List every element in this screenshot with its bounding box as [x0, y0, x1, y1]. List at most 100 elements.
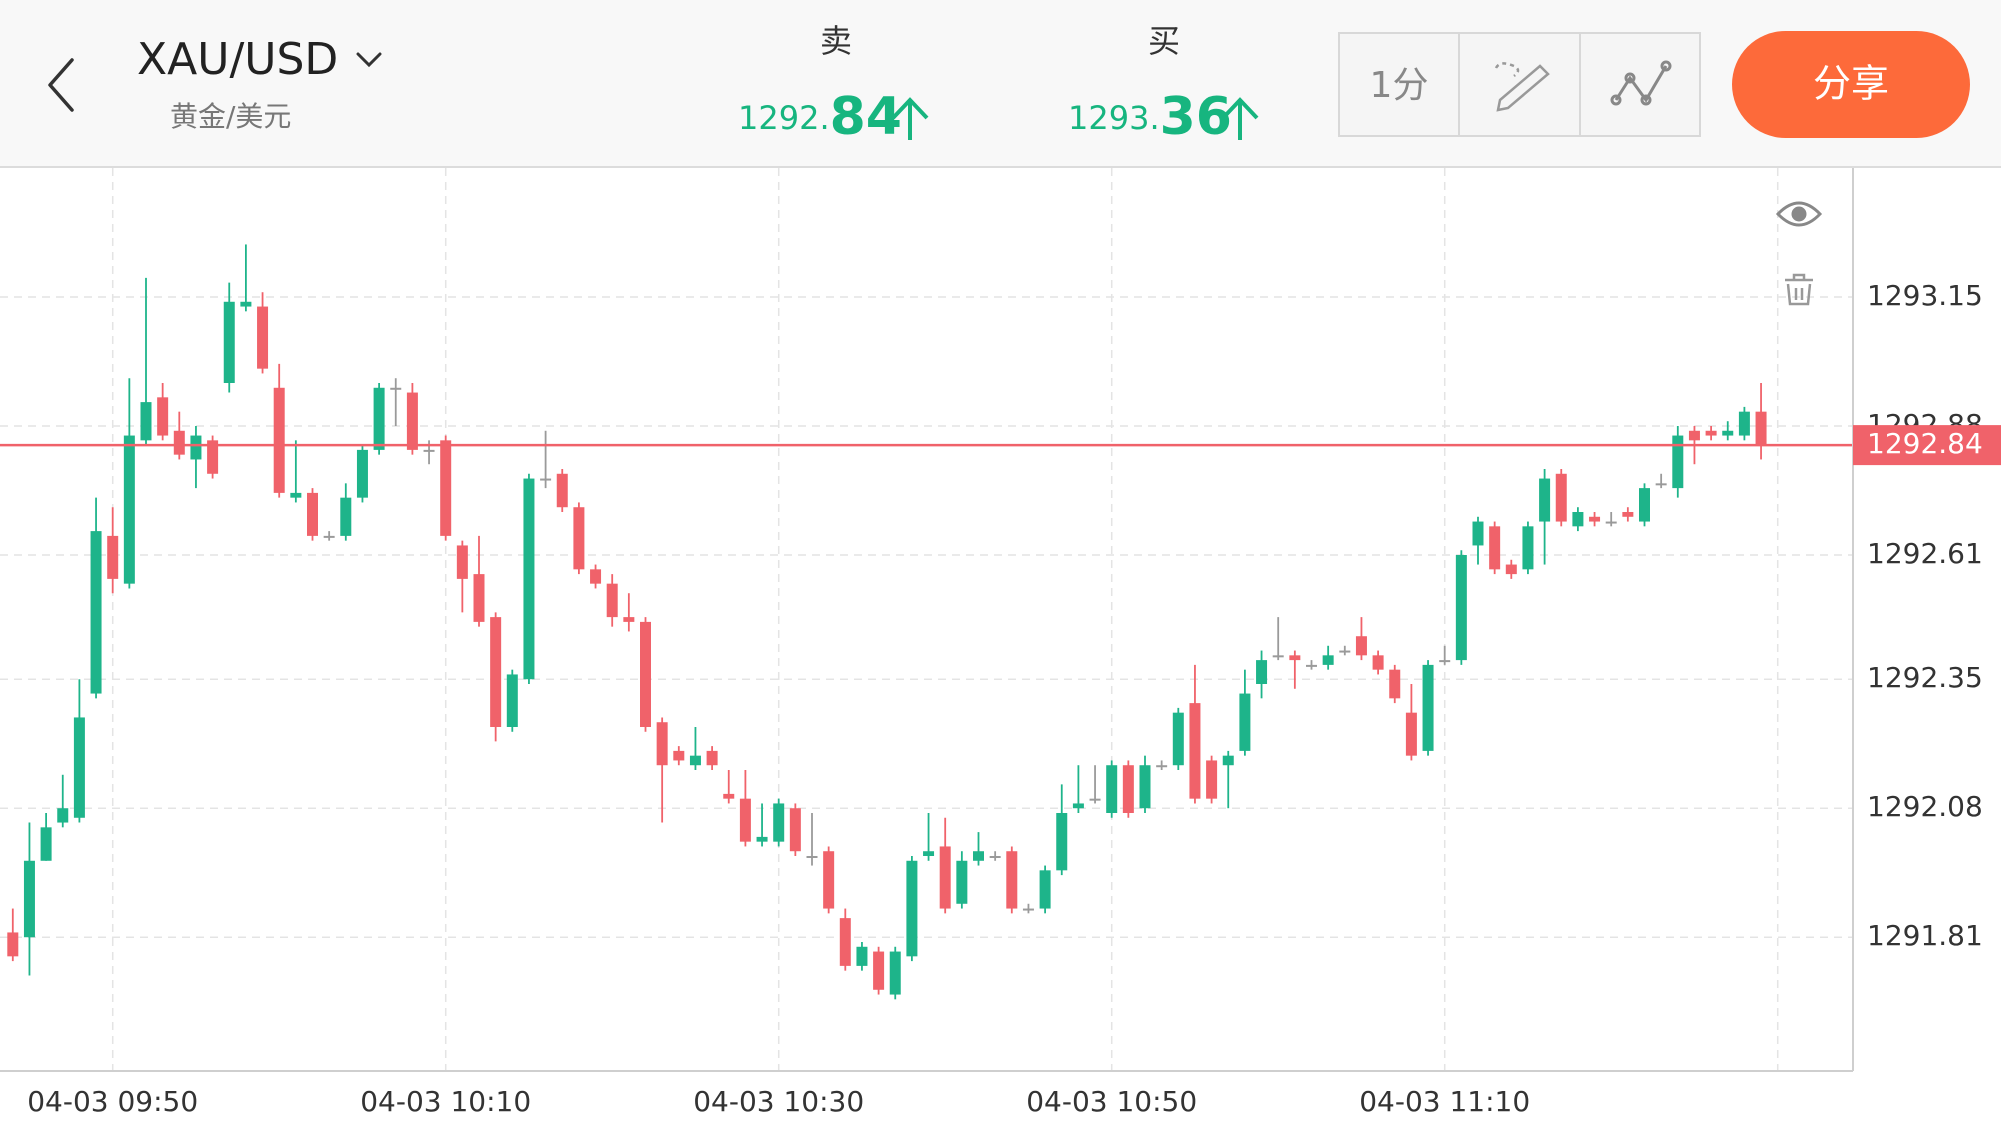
candle-body: [223, 301, 235, 383]
candle-body: [573, 507, 585, 570]
candle-body: [673, 750, 685, 761]
current-price-tag: [1853, 425, 2001, 466]
symbol[interactable]: XAU/USD: [137, 34, 338, 85]
candle-body: [390, 387, 402, 390]
candle-body: [73, 717, 85, 818]
candle-body: [989, 856, 1001, 858]
candle-body: [973, 851, 984, 861]
candle-body: [40, 827, 52, 861]
candle-body: [1688, 430, 1700, 441]
candle-body: [656, 722, 668, 766]
visibility-icon[interactable]: [1775, 201, 1823, 227]
candle-body: [323, 535, 335, 538]
candle-body: [590, 569, 602, 584]
candle-body: [356, 449, 368, 498]
share-label[interactable]: 分享: [1813, 62, 1889, 106]
symbol-dropdown[interactable]: [356, 52, 382, 68]
candle-body: [1139, 765, 1151, 809]
candle-body: [1289, 655, 1301, 661]
buy-price-main: 1293.: [1068, 99, 1160, 137]
candle-body: [1389, 669, 1401, 699]
candle-body: [123, 435, 135, 584]
candle-body: [1472, 521, 1484, 546]
chart: 1293.151292.881292.611292.351292.081291.…: [0, 168, 2001, 1118]
draw-button[interactable]: [1494, 62, 1550, 112]
candle-body: [506, 674, 518, 727]
x-tick-label: 04-03 10:30: [693, 1085, 864, 1118]
buy-label: 买: [1148, 22, 1180, 60]
candle-body: [923, 851, 935, 856]
candle-body: [473, 574, 485, 622]
sell-price-main: 1292.: [738, 99, 830, 137]
candle-body: [1539, 478, 1551, 522]
candle-body: [1322, 655, 1334, 665]
candle-body: [706, 750, 718, 766]
candle-body: [689, 755, 701, 766]
candle-body: [373, 387, 385, 450]
candle-body: [423, 449, 435, 452]
candle-body: [1272, 655, 1284, 658]
candle-body: [906, 860, 918, 957]
x-tick-label: 04-03 10:10: [360, 1085, 531, 1118]
x-tick-label: 04-03 09:50: [27, 1085, 198, 1118]
y-tick-label: 1292.35: [1867, 661, 1983, 694]
candle-body: [1206, 760, 1218, 799]
y-tick-label: 1291.81: [1867, 919, 1983, 952]
y-tick-label: 1293.15: [1867, 279, 1983, 312]
sell-label: 卖: [820, 22, 852, 60]
candle-body: [107, 535, 119, 579]
delete-icon[interactable]: [1785, 273, 1813, 306]
share-button[interactable]: [1732, 31, 1970, 138]
candle-body: [1439, 660, 1451, 663]
candle-body: [1655, 483, 1667, 486]
candle-body: [240, 301, 252, 307]
candle-body: [257, 306, 269, 369]
candle-body: [1106, 765, 1118, 813]
candle-body: [756, 836, 768, 842]
candle-body: [1605, 521, 1617, 524]
candle-body: [190, 435, 202, 460]
candle-body: [956, 860, 968, 904]
candle-body: [23, 860, 35, 938]
buy-price-fraction: 36: [1160, 87, 1232, 147]
sell-price-fraction: 84: [830, 87, 902, 147]
candle-body: [273, 387, 285, 493]
candle-body: [739, 798, 751, 842]
interval-button[interactable]: 1分: [1370, 65, 1429, 106]
candle-body: [1722, 430, 1734, 436]
candle-body: [723, 793, 735, 799]
y-tick-label: 1292.08: [1867, 790, 1983, 823]
candle-body: [1339, 650, 1351, 653]
trendline-button[interactable]: [1610, 60, 1672, 106]
x-tick-label: 04-03 11:10: [1359, 1085, 1530, 1118]
candle-body: [490, 617, 502, 727]
candle-body: [207, 440, 219, 474]
candle-body: [456, 545, 468, 579]
candle-body: [856, 946, 868, 966]
candle-body: [1122, 765, 1134, 813]
candle-body: [1022, 908, 1034, 911]
candle-body: [773, 803, 785, 842]
candle-body: [1622, 512, 1634, 517]
candle-body: [1072, 803, 1084, 809]
candle-body: [173, 430, 185, 455]
candle-body: [1039, 870, 1051, 909]
x-tick-label: 04-03 10:50: [1026, 1085, 1197, 1118]
candle-body: [823, 851, 835, 909]
candle-body: [1222, 755, 1234, 766]
current-price-label: 1292.84: [1867, 427, 1983, 460]
candle-body: [1306, 664, 1317, 667]
back-button[interactable]: [48, 58, 74, 112]
candle-body: [340, 497, 352, 536]
candle-body: [1256, 660, 1268, 684]
candle-body: [1405, 712, 1417, 756]
candle-body: [556, 473, 568, 508]
candle-body: [1156, 765, 1168, 768]
candle-body: [540, 478, 552, 481]
candle-body: [1589, 516, 1601, 522]
candle-body: [440, 440, 452, 536]
candle-body: [889, 951, 901, 995]
symbol-subtitle: 黄金/美元: [170, 100, 291, 133]
candle-body: [1422, 664, 1434, 751]
